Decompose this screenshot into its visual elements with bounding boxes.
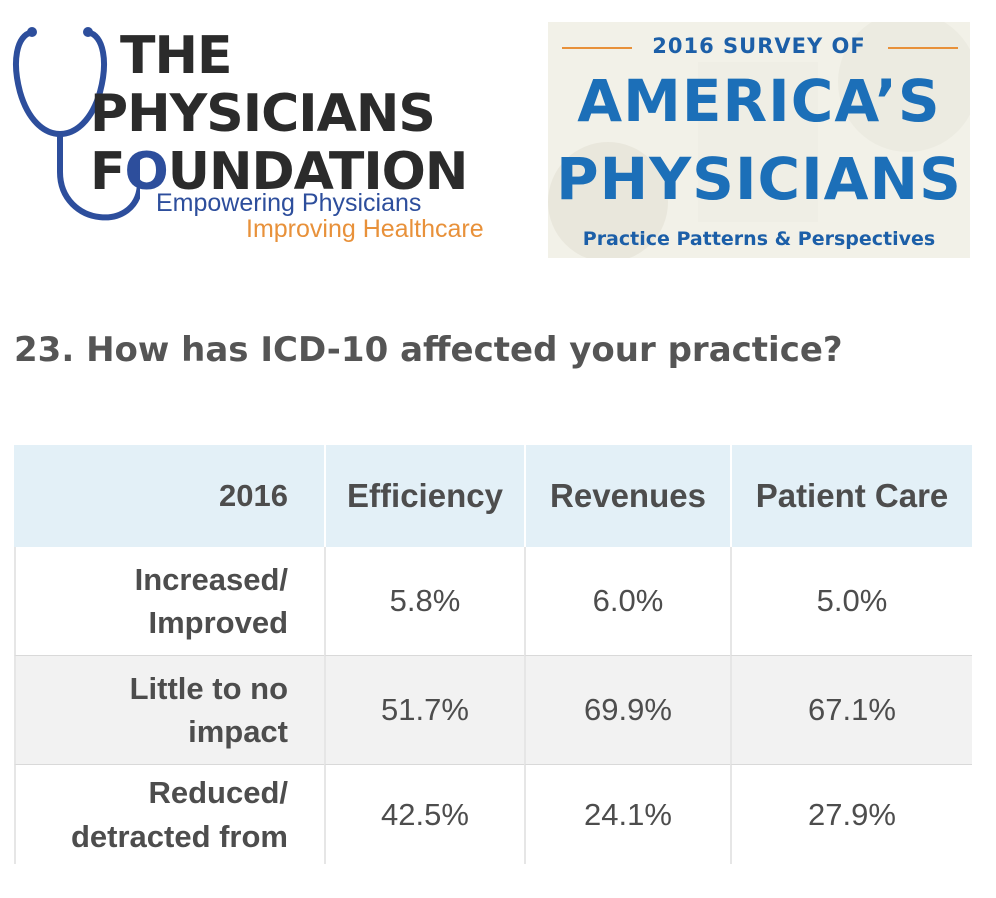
column-header-revenues: Revenues (524, 445, 730, 547)
logo-letters-undation: UNDATION (167, 142, 469, 202)
row-label-little-impact: Little to no impact (14, 656, 324, 765)
table-cell: 67.1% (730, 656, 972, 765)
physicians-foundation-logo: THE PHYSICIANS FOUNDATION Empowering Phy… (10, 22, 540, 252)
survey-rule-right (888, 47, 958, 49)
table-cell: 51.7% (324, 656, 524, 765)
survey-subtitle: Practice Patterns & Perspectives (582, 228, 936, 250)
table-corner-label: 2016 (14, 445, 324, 547)
survey-title-line1: AMERICA’S (577, 67, 941, 135)
logo-tagline-empowering: Empowering Physicians (156, 189, 422, 217)
survey-badge: 2016 SURVEY OF AMERICA’S PHYSICIANS Prac… (548, 22, 970, 258)
survey-rule-left (562, 47, 632, 49)
logo-line-the: THE (120, 26, 233, 86)
survey-title-line2: PHYSICIANS (556, 145, 962, 213)
survey-kicker: 2016 SURVEY OF (652, 34, 866, 58)
column-header-patient-care: Patient Care (730, 445, 972, 547)
column-header-efficiency: Efficiency (324, 445, 524, 547)
survey-background-pattern (548, 22, 970, 258)
question-heading: 23. How has ICD-10 affected your practic… (14, 330, 843, 370)
table-cell: 69.9% (524, 656, 730, 765)
row-label-increased: Increased/Improved (14, 547, 324, 656)
table-cell: 5.8% (324, 547, 524, 656)
table-cell: 42.5% (324, 765, 524, 864)
stethoscope-icon (13, 27, 140, 221)
logo-letter-o-dot: O (124, 142, 169, 202)
table-cell: 6.0% (524, 547, 730, 656)
row-label-reduced: Reduced/detracted from (14, 765, 324, 864)
logo-line-physicians: PHYSICIANS (90, 84, 436, 144)
logo-letter-f: F (90, 142, 126, 202)
table-cell: 27.9% (730, 765, 972, 864)
logo-line-foundation: FOUNDATION (90, 146, 468, 198)
table-cell: 24.1% (524, 765, 730, 864)
table-cell: 5.0% (730, 547, 972, 656)
results-table: 2016 Efficiency Revenues Patient Care In… (14, 445, 972, 864)
logo-tagline-improving: Improving Healthcare (246, 215, 484, 243)
